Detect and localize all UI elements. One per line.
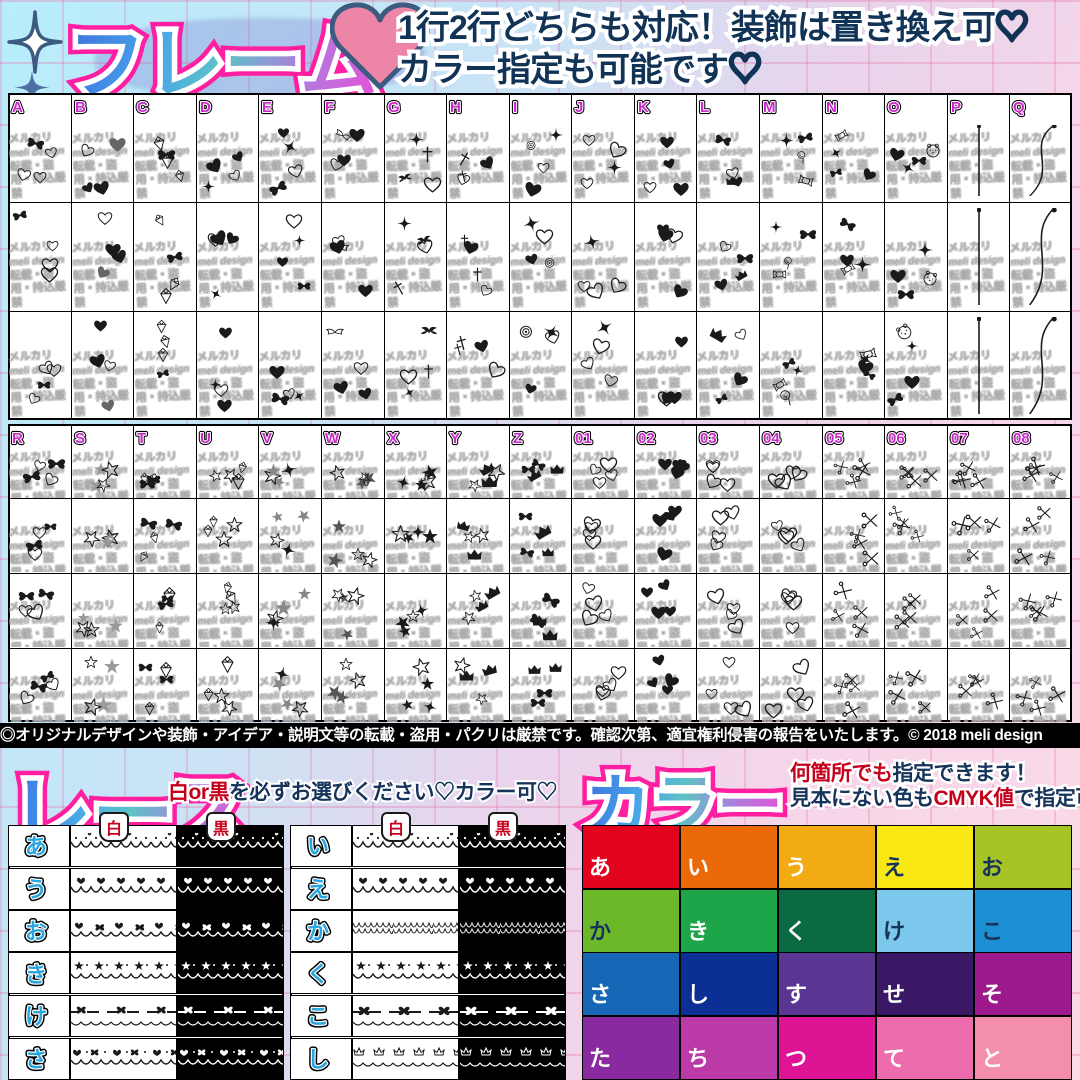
svg-text:J: J (575, 99, 583, 116)
svg-text:う: う (25, 877, 47, 902)
svg-text:く: く (307, 962, 329, 987)
svg-text:L: L (700, 99, 709, 116)
svg-text:T: T (137, 430, 146, 447)
svg-text:Y: Y (450, 430, 460, 447)
svg-text:05: 05 (826, 430, 843, 447)
svg-text:け: け (25, 1004, 47, 1029)
svg-text:07: 07 (951, 430, 968, 447)
svg-text:い: い (307, 834, 329, 859)
svg-text:K: K (638, 99, 649, 116)
svg-text:06: 06 (888, 430, 905, 447)
svg-text:B: B (75, 99, 86, 116)
svg-text:U: U (200, 430, 211, 447)
svg-text:02: 02 (638, 430, 655, 447)
svg-text:N: N (826, 99, 837, 116)
svg-text:R: R (12, 430, 23, 447)
svg-text:01: 01 (575, 430, 592, 447)
svg-text:Z: Z (513, 430, 522, 447)
svg-text:08: 08 (1013, 430, 1030, 447)
svg-text:D: D (200, 99, 211, 116)
svg-text:さ: さ (25, 1047, 47, 1072)
svg-text:M: M (763, 99, 776, 116)
svg-text:C: C (137, 99, 148, 116)
svg-text:I: I (513, 99, 517, 116)
svg-text:き: き (25, 962, 47, 987)
svg-text:し: し (307, 1047, 329, 1072)
svg-text:あ: あ (25, 834, 47, 859)
svg-text:03: 03 (700, 430, 717, 447)
svg-text:W: W (325, 430, 340, 447)
svg-text:X: X (388, 430, 398, 447)
svg-text:Q: Q (1013, 99, 1025, 116)
svg-text:O: O (888, 99, 900, 116)
svg-text:か: か (307, 919, 329, 944)
svg-text:H: H (450, 99, 461, 116)
svg-text:V: V (262, 430, 272, 447)
svg-text:こ: こ (307, 1004, 329, 1029)
svg-text:お: お (25, 919, 47, 944)
svg-text:G: G (388, 99, 400, 116)
svg-text:E: E (262, 99, 272, 116)
svg-text:S: S (75, 430, 85, 447)
svg-text:04: 04 (763, 430, 780, 447)
svg-text:え: え (307, 877, 329, 902)
svg-text:P: P (951, 99, 961, 116)
svg-text:F: F (325, 99, 334, 116)
svg-text:A: A (12, 99, 23, 116)
